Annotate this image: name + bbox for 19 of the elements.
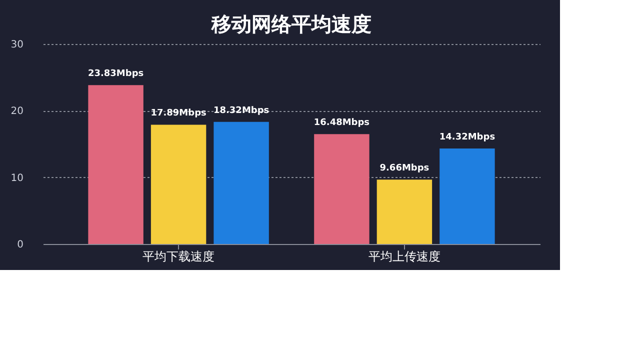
y-tick-label: 20 <box>10 106 24 118</box>
data-label: 9.66Mbps <box>380 164 430 174</box>
y-tick-label: 0 <box>17 240 24 250</box>
bar <box>440 148 495 244</box>
bar <box>376 180 432 244</box>
data-label: 23.83Mbps <box>88 69 144 80</box>
data-label: 17.89Mbps <box>150 108 206 119</box>
data-label: 16.48Mbps <box>314 118 370 128</box>
bar <box>314 134 370 244</box>
data-label: 14.32Mbps <box>439 132 496 143</box>
y-tick-label: 10 <box>10 172 24 184</box>
data-label: 18.32Mbps <box>213 106 270 116</box>
x-tick-label: 平均上传速度 <box>368 250 440 264</box>
chart-title: 移动网络平均速度 <box>210 12 372 36</box>
bar <box>214 122 269 244</box>
bar <box>150 124 206 244</box>
bar <box>88 85 144 244</box>
x-tick-label: 平均下载速度 <box>142 250 215 264</box>
y-tick-label: 30 <box>10 40 24 50</box>
